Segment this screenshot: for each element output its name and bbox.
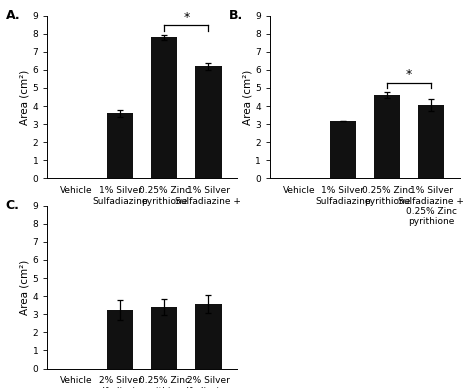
Bar xyxy=(195,304,221,369)
Text: *: * xyxy=(183,10,190,24)
Bar xyxy=(151,307,177,369)
Bar xyxy=(107,113,133,178)
Text: C.: C. xyxy=(6,199,19,212)
Text: B.: B. xyxy=(228,9,243,22)
Text: *: * xyxy=(406,68,412,81)
Bar xyxy=(107,310,133,369)
Bar xyxy=(151,37,177,178)
Y-axis label: Area (cm²): Area (cm²) xyxy=(243,69,253,125)
Text: A.: A. xyxy=(6,9,20,22)
Bar xyxy=(374,95,400,178)
Bar xyxy=(330,121,356,178)
Bar xyxy=(418,105,444,178)
Y-axis label: Area (cm²): Area (cm²) xyxy=(20,260,30,315)
Y-axis label: Area (cm²): Area (cm²) xyxy=(20,69,30,125)
Bar xyxy=(195,66,221,178)
